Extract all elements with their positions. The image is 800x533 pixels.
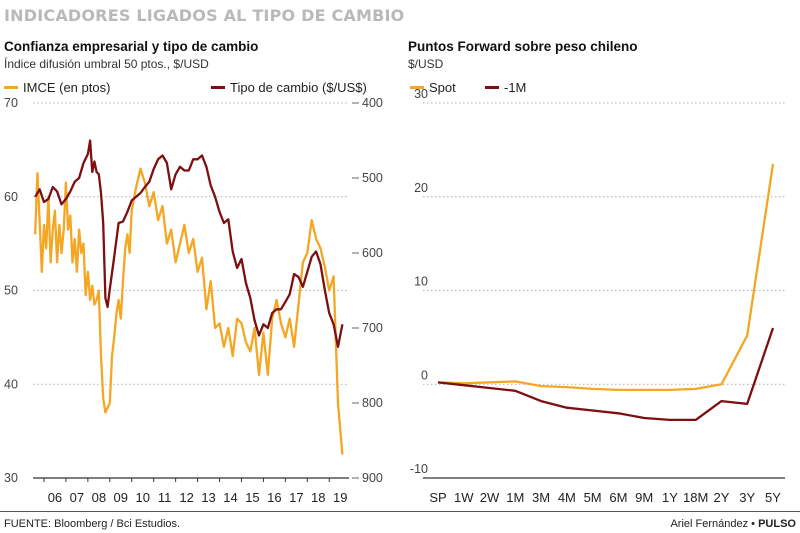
x-tick-label-left: 09: [114, 490, 128, 505]
y-right-tick-label: 500: [362, 171, 383, 185]
y-tick-label-right: -10: [410, 462, 428, 476]
x-tick-label-left: 12: [179, 490, 193, 505]
legend-swatch-imce: [4, 86, 18, 89]
x-tick-label-right: 2W: [480, 490, 500, 505]
legend-label-1m: -1M: [504, 80, 527, 95]
y-right-tick-label: 400: [362, 96, 383, 110]
y-right-tick-label: 900: [362, 471, 383, 485]
x-tick-label-right: 2Y: [714, 490, 730, 505]
y-left-tick-label: 70: [4, 96, 18, 110]
x-tick-label-right: 5M: [584, 490, 602, 505]
x-tick-label-left: 07: [70, 490, 84, 505]
x-tick-label-right: 5Y: [765, 490, 781, 505]
footer-source: FUENTE: Bloomberg / Bci Estudios.: [4, 518, 181, 530]
x-tick-label-left: 13: [201, 490, 215, 505]
x-tick-label-right: SP: [429, 490, 446, 505]
x-tick-label-right: 9M: [635, 490, 653, 505]
x-tick-label-left: 15: [245, 490, 259, 505]
y-left-tick-label: 60: [4, 190, 18, 204]
page-header: INDICADORES LIGADOS AL TIPO DE CAMBIO: [4, 6, 405, 25]
y-tick-label-right: 20: [414, 181, 428, 195]
series-line-imce: [34, 167, 344, 455]
series-line-tipo-cambio: [34, 139, 344, 348]
footer-author: Ariel Fernández: [670, 518, 749, 530]
legend-swatch-tipo-cambio: [211, 86, 225, 89]
x-tick-label-left: 19: [333, 490, 347, 505]
legend-spot: Spot: [410, 80, 456, 95]
legend-imce: IMCE (en ptos): [4, 80, 110, 95]
footer-credit: Ariel Fernández • PULSO: [670, 518, 796, 530]
x-tick-label-right: 1Y: [662, 490, 678, 505]
right-chart-subtitle: $/USD: [408, 57, 444, 71]
y-tick-label-right: 0: [421, 368, 428, 382]
legend-swatch-spot: [410, 86, 424, 89]
legend-label-tipo-cambio: Tipo de cambio ($/US$): [230, 80, 367, 95]
x-tick-label-right: 6M: [609, 490, 627, 505]
right-chart-title: Puntos Forward sobre peso chileno: [408, 39, 638, 54]
x-tick-label-right: 18M: [683, 490, 708, 505]
y-right-tick-label: 800: [362, 396, 383, 410]
x-tick-label-right: 3Y: [739, 490, 755, 505]
series-line-spot: [437, 163, 775, 392]
y-right-tick-label: 700: [362, 321, 383, 335]
x-tick-label-left: 18: [311, 490, 325, 505]
left-chart-title: Confianza empresarial y tipo de cambio: [4, 39, 259, 54]
y-left-tick-label: 50: [4, 284, 18, 298]
series-line-1m: [437, 327, 775, 422]
x-tick-label-right: 4M: [558, 490, 576, 505]
x-tick-label-left: 16: [267, 490, 281, 505]
x-tick-label-left: 17: [289, 490, 303, 505]
x-tick-label-left: 11: [158, 490, 172, 505]
legend-1m: -1M: [485, 80, 526, 95]
x-tick-label-right: 3M: [532, 490, 550, 505]
y-left-tick-label: 40: [4, 377, 18, 391]
footer-brand: PULSO: [758, 518, 796, 530]
x-tick-label-right: 1W: [454, 490, 474, 505]
legend-label-spot: Spot: [429, 80, 456, 95]
legend-swatch-1m: [485, 86, 499, 89]
x-tick-label-left: 08: [92, 490, 106, 505]
y-right-tick-label: 600: [362, 246, 383, 260]
left-chart-subtitle: Índice difusión umbral 50 ptos., $/USD: [4, 57, 209, 71]
y-tick-label-right: 30: [414, 87, 428, 101]
legend-label-imce: IMCE (en ptos): [23, 80, 111, 95]
y-left-tick-label: 30: [4, 471, 18, 485]
x-tick-label-left: 10: [135, 490, 149, 505]
y-tick-label-right: 10: [414, 275, 428, 289]
footer-rule: [0, 511, 800, 512]
legend-tipo-cambio: Tipo de cambio ($/US$): [211, 80, 367, 95]
x-tick-label-left: 06: [48, 490, 62, 505]
x-tick-label-left: 14: [223, 490, 237, 505]
x-tick-label-right: 1M: [506, 490, 524, 505]
